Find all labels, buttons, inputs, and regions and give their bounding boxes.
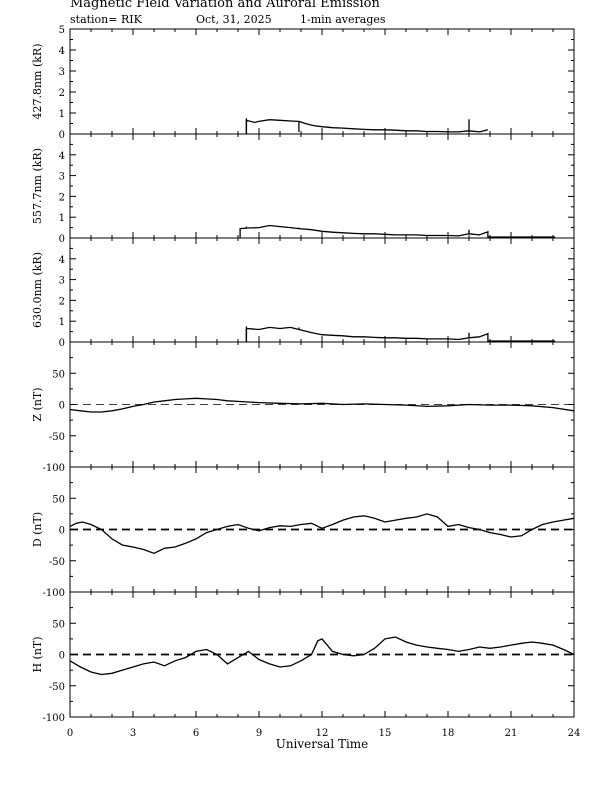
y-tick-label-d: -50 [49, 557, 65, 568]
x-tick-label: 0 [67, 728, 73, 739]
y-axis-label-427-8nm: 427.8nm (kR) [31, 43, 44, 119]
y-tick-label-h: -50 [49, 682, 65, 693]
y-tick-label-630-0nm: 2 [59, 296, 65, 307]
y-tick-label-557-7nm: 4 [59, 151, 65, 162]
series-line-427-8nm [245, 119, 489, 134]
y-tick-label-z: -50 [49, 432, 65, 443]
y-tick-label-z: -100 [43, 463, 65, 474]
y-axis-label-557-7nm: 557.7nm (kR) [31, 148, 44, 224]
x-tick-label: 21 [505, 728, 518, 739]
x-tick-label: 6 [193, 728, 199, 739]
y-tick-label-z: 0 [59, 401, 65, 412]
averaging-label: 1-min averages [300, 13, 386, 26]
y-tick-label-427-8nm: 2 [59, 88, 65, 99]
date-label: Oct, 31, 2025 [196, 13, 272, 26]
y-tick-label-557-7nm: 3 [59, 172, 65, 183]
panel-frame-427-8nm [69, 28, 575, 135]
y-tick-label-h: 50 [52, 619, 65, 630]
y-tick-label-h: -100 [43, 713, 65, 724]
y-tick-label-557-7nm: 2 [59, 192, 65, 203]
series-line-z [69, 397, 575, 413]
panel-frame-557-7nm [69, 133, 575, 239]
y-tick-label-427-8nm: 3 [59, 67, 65, 78]
series-line-630-0nm [245, 326, 556, 342]
y-tick-label-d: 50 [52, 494, 65, 505]
y-axis-label-z: Z (nT) [31, 387, 44, 421]
y-tick-label-427-8nm: 5 [59, 25, 65, 36]
y-axis-label-630-0nm: 630.0nm (kR) [31, 252, 44, 328]
y-axis-label-h: H (nT) [31, 636, 44, 672]
x-tick-label: 3 [130, 728, 136, 739]
y-tick-label-h: 0 [59, 651, 65, 662]
y-tick-label-427-8nm: 4 [59, 46, 65, 57]
chart-title: Magnetic Field Variation and Auroral Emi… [70, 0, 380, 11]
series-line-d [69, 513, 575, 555]
y-tick-label-630-0nm: 4 [59, 255, 65, 266]
y-tick-label-d: -100 [43, 588, 65, 599]
y-axis-label-d: D (nT) [31, 512, 44, 547]
y-tick-label-557-7nm: 0 [59, 234, 65, 245]
x-tick-label: 15 [379, 728, 392, 739]
panel-frame-630-0nm [69, 237, 575, 343]
y-tick-label-630-0nm: 1 [59, 317, 65, 328]
x-tick-label: 12 [316, 728, 329, 739]
y-tick-label-d: 0 [59, 526, 65, 537]
x-tick-label: 9 [256, 728, 262, 739]
x-axis-label: Universal Time [276, 737, 369, 751]
y-tick-label-427-8nm: 1 [59, 109, 65, 120]
x-tick-label: 18 [442, 728, 455, 739]
y-tick-label-557-7nm: 1 [59, 213, 65, 224]
station-label: station= RIK [70, 13, 142, 26]
y-tick-label-630-0nm: 0 [59, 338, 65, 349]
series-line-557-7nm [239, 224, 556, 238]
x-tick-label: 24 [568, 728, 581, 739]
y-tick-label-427-8nm: 0 [59, 130, 65, 141]
series-line-h [69, 636, 575, 676]
y-tick-label-630-0nm: 3 [59, 276, 65, 287]
y-tick-label-z: 50 [52, 369, 65, 380]
